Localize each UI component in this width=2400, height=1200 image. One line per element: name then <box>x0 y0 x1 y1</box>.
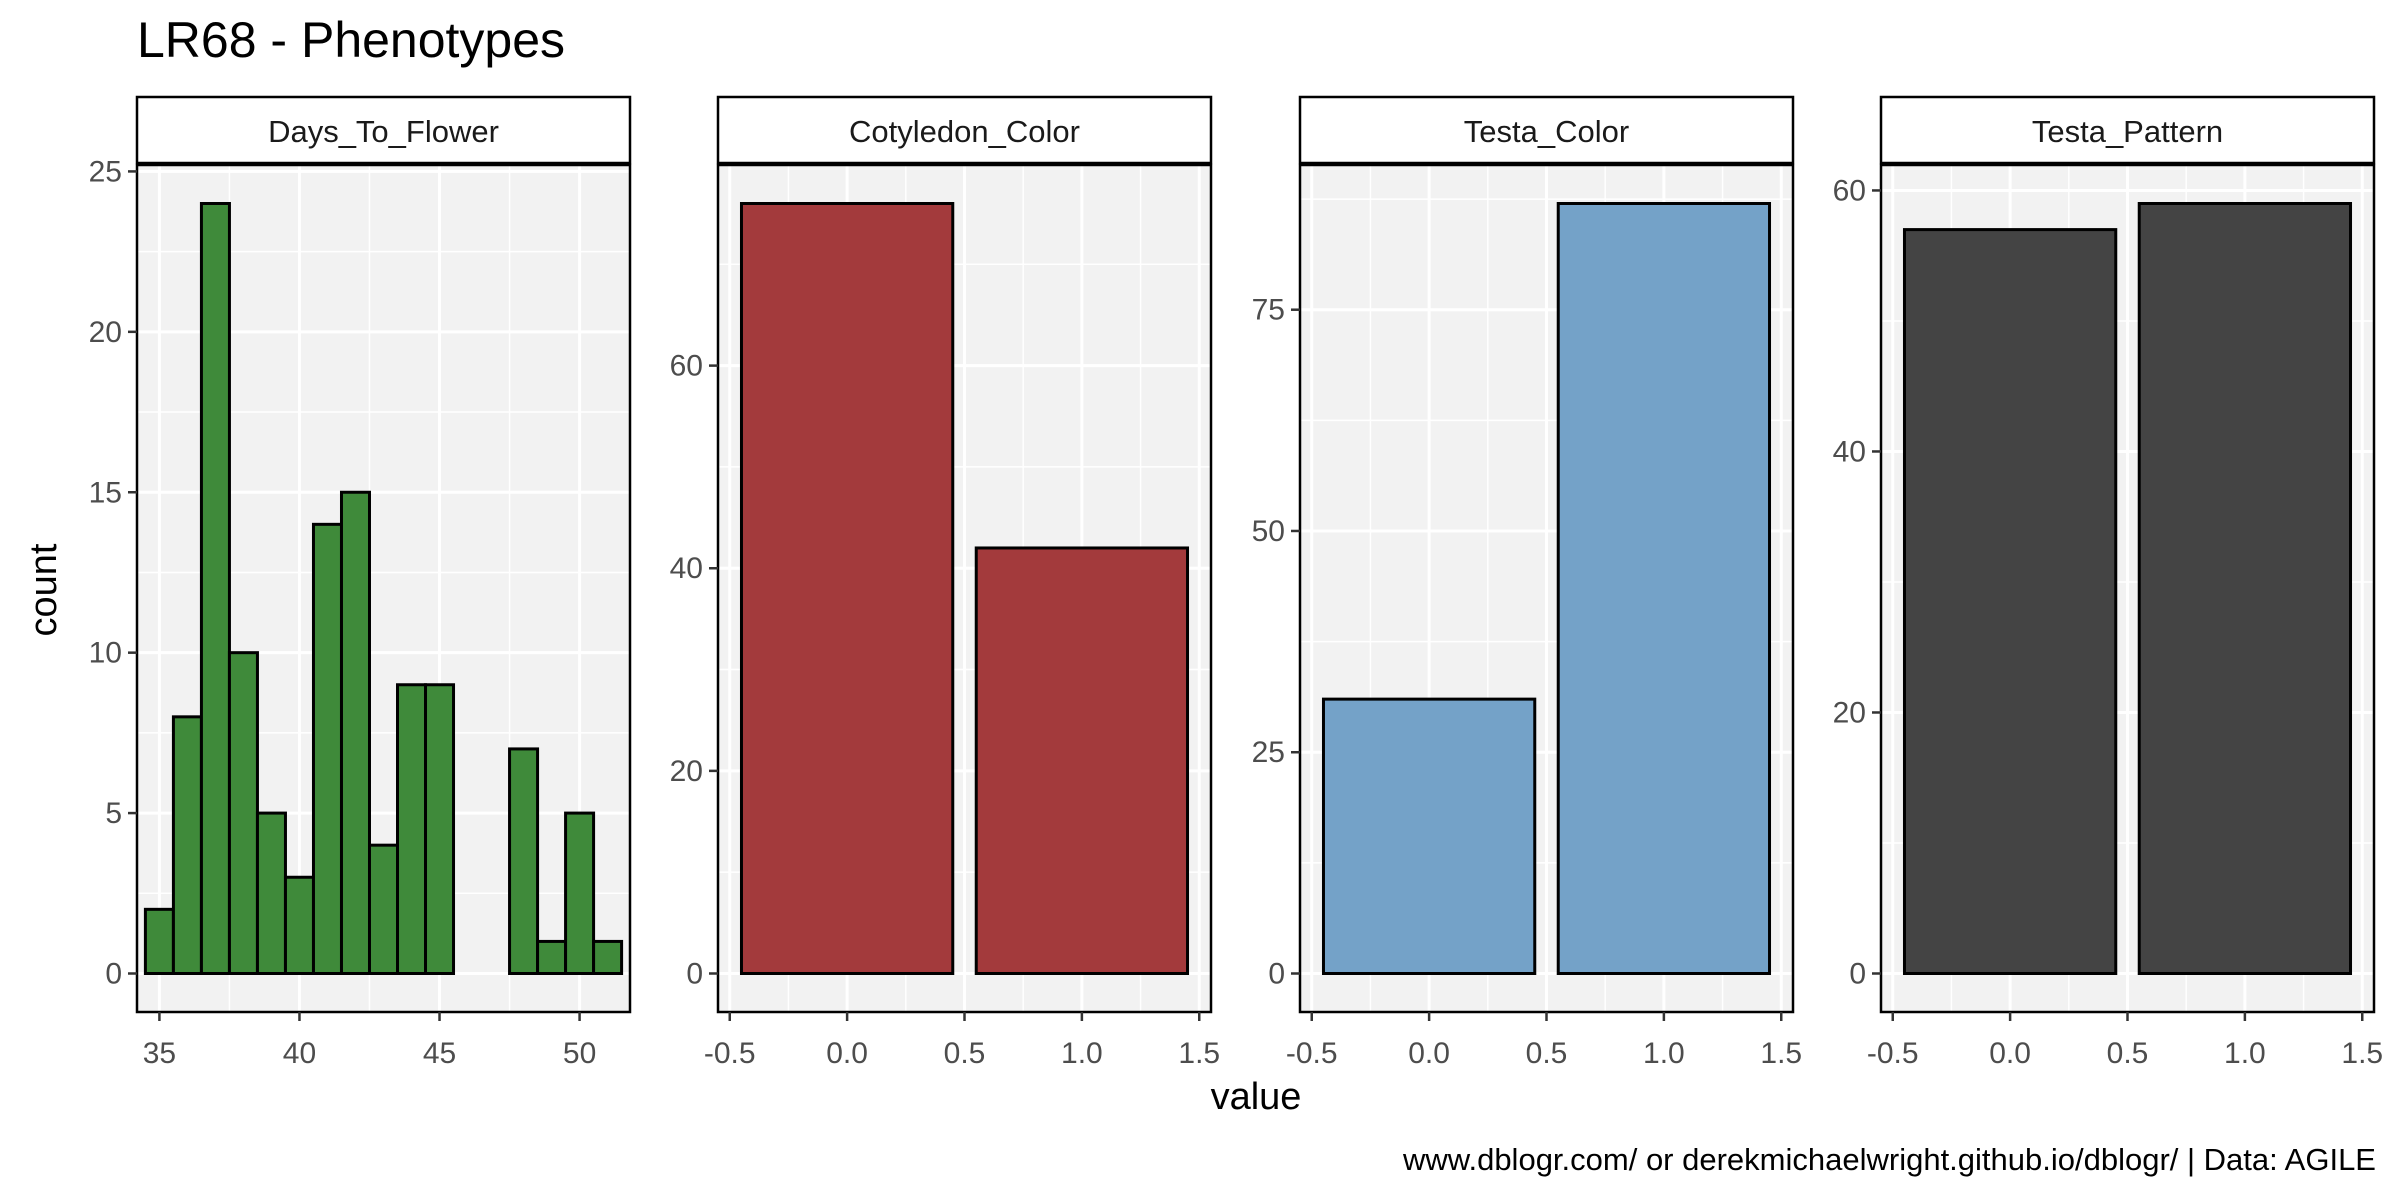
y-tick-label: 0 <box>105 958 122 991</box>
histogram-bar <box>227 651 259 976</box>
y-tick-label: 40 <box>670 552 703 585</box>
caption: www.dblogr.com/ or derekmichaelwright.gi… <box>1402 1142 2376 1177</box>
y-tick-label: 10 <box>89 637 122 670</box>
facet-cotyledon-color: Cotyledon_Color -0.5 0.0 0.5 1.0 1.5 0 20 40 60 <box>670 95 1220 1070</box>
histogram-bar <box>199 202 231 975</box>
y-axis-label: count <box>23 543 65 636</box>
y-tick-label: 50 <box>1252 515 1285 548</box>
facet-strip-label: Testa_Color <box>1464 114 1629 149</box>
x-tick-label: 1.0 <box>2224 1037 2266 1070</box>
y-tick-label: 0 <box>686 958 703 991</box>
x-tick-label: 0.5 <box>944 1037 986 1070</box>
x-tick-label: 1.5 <box>1760 1037 1802 1070</box>
x-tick-label: 0.0 <box>1989 1037 2031 1070</box>
facet-strip-label: Cotyledon_Color <box>849 114 1080 149</box>
bar <box>739 202 955 975</box>
x-tick-label: 35 <box>143 1037 176 1070</box>
histogram-bar <box>508 747 540 976</box>
histogram-bar <box>283 875 315 975</box>
x-tick-label: 1.5 <box>1178 1037 1220 1070</box>
y-tick-label: 15 <box>89 476 122 509</box>
y-tick-label: 40 <box>1833 435 1866 468</box>
x-tick-label: 1.5 <box>2341 1037 2383 1070</box>
histogram-bar <box>143 907 175 975</box>
x-tick-label: 0.0 <box>826 1037 868 1070</box>
x-tick-label: 0.0 <box>1408 1037 1450 1070</box>
y-tick-label: 25 <box>1252 736 1285 769</box>
histogram-bar <box>311 522 343 975</box>
y-tick-label: 20 <box>670 755 703 788</box>
bar <box>1321 697 1537 976</box>
bar <box>1902 228 2118 976</box>
panel-border <box>135 163 632 1014</box>
histogram-bar <box>367 843 400 976</box>
histogram-bar <box>536 939 568 976</box>
x-tick-label: -0.5 <box>1286 1037 1338 1070</box>
x-axis-label: value <box>1211 1076 1302 1118</box>
x-tick-label: 1.0 <box>1643 1037 1685 1070</box>
y-tick-label: 60 <box>1833 174 1866 207</box>
bar <box>1556 202 1772 975</box>
x-tick-label: 45 <box>423 1037 456 1070</box>
bar <box>974 546 1190 975</box>
histogram-bar <box>171 715 203 975</box>
y-tick-label: 60 <box>670 350 703 383</box>
x-tick-label: -0.5 <box>1867 1037 1919 1070</box>
facet-strip-label: Days_To_Flower <box>268 114 499 149</box>
facet-strip <box>1879 95 2376 165</box>
histogram-bar <box>255 811 287 975</box>
y-tick-label: 75 <box>1252 294 1285 327</box>
facet-strip <box>1298 95 1795 165</box>
x-tick-label: 50 <box>563 1037 596 1070</box>
facet-testa-color: Testa_Color -0.5 0.0 0.5 1.0 1.5 0 25 50 75 <box>1252 95 1802 1070</box>
histogram-bar <box>592 939 624 976</box>
y-tick-label: 5 <box>105 797 122 830</box>
facet-strip-label: Testa_Pattern <box>2032 114 2223 149</box>
facet-strip <box>135 95 632 165</box>
bar <box>2137 202 2353 975</box>
facet-panels: Days_To_Flower 35 40 45 50 0 5 10 15 20 25 Cotyledo… <box>89 95 2383 1070</box>
x-tick-label: 0.5 <box>1526 1037 1568 1070</box>
facet-testa-pattern: Testa_Pattern -0.5 0.0 0.5 1.0 1.5 0 20 40 60 <box>1833 95 2383 1070</box>
y-tick-label: 0 <box>1849 958 1866 991</box>
x-tick-label: -0.5 <box>704 1037 756 1070</box>
y-tick-label: 25 <box>89 155 122 188</box>
facet-strip <box>716 95 1213 165</box>
facet-days-to-flower: Days_To_Flower 35 40 45 50 0 5 10 15 20 25 <box>89 95 632 1070</box>
x-tick-label: 1.0 <box>1061 1037 1103 1070</box>
histogram-bar <box>339 490 371 975</box>
histogram-bar <box>396 683 428 975</box>
y-tick-label: 20 <box>89 316 122 349</box>
y-tick-label: 20 <box>1833 696 1866 729</box>
histogram-bar <box>424 683 456 975</box>
chart-title: LR68 - Phenotypes <box>137 12 565 68</box>
y-tick-label: 0 <box>1268 958 1285 991</box>
histogram-bar <box>564 811 596 975</box>
x-tick-label: 40 <box>283 1037 316 1070</box>
x-tick-label: 0.5 <box>2107 1037 2149 1070</box>
